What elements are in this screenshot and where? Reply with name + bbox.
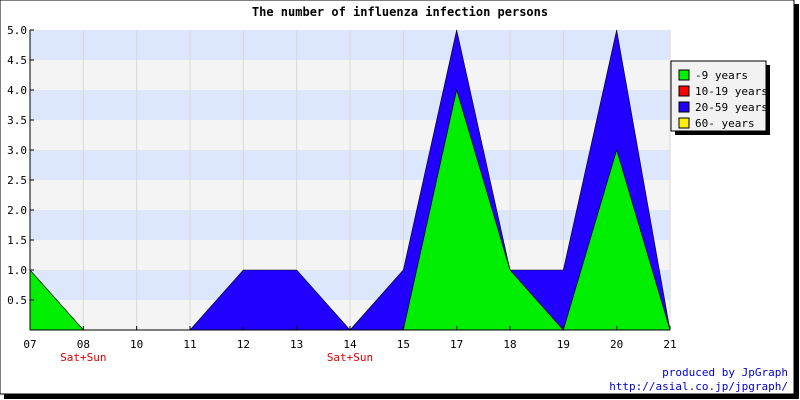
y-tick-label: 5.0: [7, 24, 27, 37]
x-sublabel: Sat+Sun: [60, 351, 106, 364]
y-tick-label: 0.5: [7, 294, 27, 307]
legend: -9 years 10-19 years 20-59 years 60- years: [670, 60, 770, 135]
y-tick-label: 1.0: [7, 264, 27, 277]
x-tick-label: 13: [290, 338, 303, 351]
chart-title: The number of influenza infection person…: [252, 5, 548, 19]
x-tick-label: 17: [450, 338, 463, 351]
legend-swatch: [678, 117, 690, 129]
legend-swatch: [678, 101, 690, 113]
y-tick-label: 3.0: [7, 144, 27, 157]
y-tick-label: 3.5: [7, 114, 27, 127]
legend-label: 60- years: [695, 117, 755, 130]
y-tick-label: 1.5: [7, 234, 27, 247]
x-tick-label: 11: [183, 338, 196, 351]
y-tick-labels: 0.5 1.0 1.5 2.0 2.5 3.0 3.5 4.0 4.5 5.0: [7, 24, 34, 307]
x-tick-label: 21: [663, 338, 676, 351]
x-tick-label: 19: [557, 338, 570, 351]
x-tick-label: 14: [343, 338, 357, 351]
legend-swatch: [678, 69, 690, 81]
x-tick-label: 08: [77, 338, 90, 351]
x-sublabel: Sat+Sun: [327, 351, 373, 364]
x-tick-label: 18: [503, 338, 516, 351]
x-tick-label: 10: [130, 338, 143, 351]
y-tick-label: 2.5: [7, 174, 27, 187]
y-tick-label: 4.5: [7, 54, 27, 67]
y-tick-label: 2.0: [7, 204, 27, 217]
x-tick-label: 20: [610, 338, 623, 351]
x-tick-label: 07: [23, 338, 36, 351]
legend-label: 10-19 years: [695, 85, 768, 98]
credit-line-2: http://asial.co.jp/jpgraph/: [609, 380, 788, 393]
x-tick-label: 15: [397, 338, 410, 351]
legend-swatch: [678, 85, 690, 97]
legend-label: 20-59 years: [695, 101, 768, 114]
x-tick-label: 12: [237, 338, 250, 351]
legend-label: -9 years: [695, 69, 748, 82]
credit-line-1: produced by JpGraph: [662, 366, 788, 379]
y-tick-label: 4.0: [7, 84, 27, 97]
